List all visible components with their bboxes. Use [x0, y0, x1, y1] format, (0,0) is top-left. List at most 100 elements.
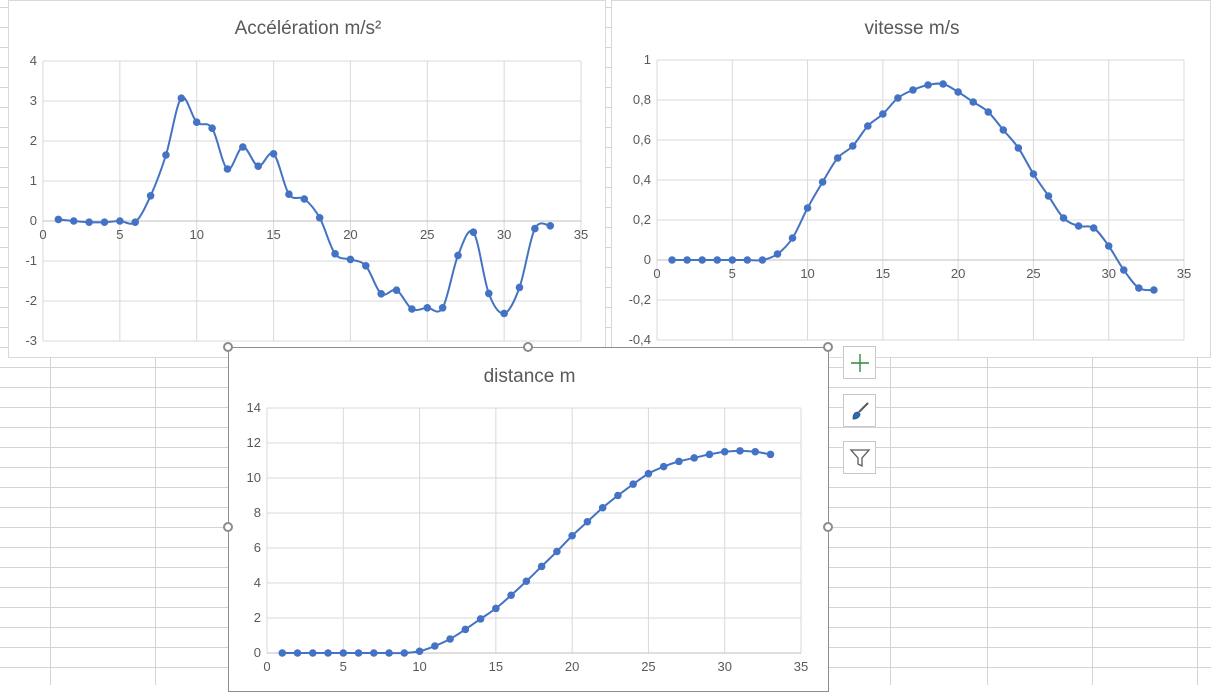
- data-point[interactable]: [1089, 224, 1098, 232]
- data-point[interactable]: [583, 517, 592, 526]
- resize-handle-top-left[interactable]: [223, 342, 233, 352]
- data-point[interactable]: [743, 256, 752, 264]
- data-point[interactable]: [476, 615, 485, 623]
- data-point[interactable]: [300, 195, 309, 203]
- data-point[interactable]: [1044, 192, 1053, 200]
- data-point[interactable]: [1150, 286, 1158, 294]
- data-point[interactable]: [1014, 144, 1023, 152]
- resize-handle-middle-right[interactable]: [823, 522, 833, 532]
- data-point[interactable]: [370, 649, 378, 657]
- vitesse-chart[interactable]: vitesse m/s -0,4 -0,2 0 0,2 0,4 0,6 0,8 1 0 5 10 15 2…: [611, 0, 1211, 358]
- data-point[interactable]: [864, 122, 872, 130]
- data-point[interactable]: [339, 649, 348, 657]
- data-point[interactable]: [223, 165, 232, 173]
- data-point[interactable]: [598, 503, 607, 512]
- data-point[interactable]: [492, 604, 500, 613]
- data-point[interactable]: [531, 224, 539, 233]
- data-point[interactable]: [454, 251, 462, 260]
- chart-title[interactable]: distance m: [484, 366, 576, 387]
- data-point[interactable]: [1119, 266, 1128, 274]
- distance-chart[interactable]: distance m 0 2 4 6 8 10 12 14 0 5 10 15 20 25 30 35: [228, 347, 829, 692]
- data-point[interactable]: [308, 649, 317, 657]
- data-point[interactable]: [285, 190, 293, 198]
- resize-handle-top-right[interactable]: [823, 342, 833, 352]
- data-point[interactable]: [116, 217, 124, 225]
- data-point[interactable]: [131, 218, 140, 226]
- data-point[interactable]: [507, 591, 515, 600]
- data-point[interactable]: [668, 256, 676, 264]
- data-point[interactable]: [713, 256, 722, 264]
- data-point[interactable]: [254, 162, 262, 170]
- series-line[interactable]: [58, 96, 551, 315]
- data-point[interactable]: [85, 218, 93, 226]
- data-point[interactable]: [1135, 284, 1143, 292]
- data-point[interactable]: [614, 491, 622, 500]
- data-point[interactable]: [999, 126, 1008, 134]
- data-point[interactable]: [515, 283, 524, 292]
- data-point[interactable]: [392, 286, 401, 295]
- data-point[interactable]: [293, 649, 302, 657]
- data-point[interactable]: [346, 255, 355, 264]
- data-point[interactable]: [362, 262, 370, 270]
- data-point[interactable]: [239, 143, 247, 151]
- data-point[interactable]: [939, 80, 947, 88]
- data-point[interactable]: [984, 108, 993, 116]
- data-point[interactable]: [675, 457, 683, 466]
- data-point[interactable]: [720, 447, 729, 456]
- resize-handle-middle-left[interactable]: [223, 522, 233, 532]
- chart-title[interactable]: Accélération m/s²: [235, 18, 382, 39]
- data-point[interactable]: [469, 228, 478, 236]
- data-point[interactable]: [54, 215, 63, 224]
- data-point[interactable]: [644, 469, 653, 478]
- data-point[interactable]: [177, 94, 186, 102]
- data-point[interactable]: [924, 81, 932, 89]
- data-point[interactable]: [659, 462, 668, 471]
- data-point[interactable]: [146, 192, 155, 200]
- data-point[interactable]: [1074, 222, 1083, 230]
- data-point[interactable]: [553, 547, 561, 556]
- data-point[interactable]: [969, 98, 977, 106]
- data-point[interactable]: [818, 178, 827, 186]
- data-point[interactable]: [1104, 242, 1113, 250]
- data-point[interactable]: [537, 562, 546, 571]
- data-point[interactable]: [766, 450, 775, 459]
- acceleration-chart[interactable]: Accélération m/s² -3 -2 -1 0 1 2 3 4 0 5 10 15 20 25 30…: [8, 0, 606, 358]
- data-point[interactable]: [69, 217, 78, 225]
- data-point[interactable]: [1029, 170, 1038, 178]
- data-point[interactable]: [192, 118, 201, 126]
- data-point[interactable]: [690, 454, 698, 462]
- data-point[interactable]: [788, 234, 797, 242]
- data-point[interactable]: [629, 480, 637, 488]
- data-point[interactable]: [208, 124, 216, 132]
- data-point[interactable]: [909, 86, 917, 94]
- data-point[interactable]: [446, 635, 454, 643]
- data-point[interactable]: [879, 110, 887, 118]
- data-point[interactable]: [377, 290, 385, 298]
- data-point[interactable]: [100, 218, 109, 226]
- data-point[interactable]: [833, 154, 842, 162]
- data-point[interactable]: [331, 250, 339, 258]
- data-point[interactable]: [758, 256, 767, 264]
- data-point[interactable]: [568, 531, 576, 540]
- data-point[interactable]: [803, 204, 812, 212]
- data-point[interactable]: [484, 289, 493, 298]
- chart-title[interactable]: vitesse m/s: [864, 18, 959, 39]
- data-point[interactable]: [894, 94, 902, 102]
- data-point[interactable]: [954, 88, 962, 96]
- data-point[interactable]: [461, 625, 470, 634]
- data-point[interactable]: [400, 649, 409, 657]
- data-point[interactable]: [736, 447, 744, 455]
- data-point[interactable]: [848, 142, 857, 150]
- data-point[interactable]: [683, 256, 691, 264]
- data-point[interactable]: [698, 256, 706, 264]
- data-point[interactable]: [438, 304, 447, 312]
- data-point[interactable]: [423, 304, 432, 312]
- data-point[interactable]: [415, 647, 424, 656]
- data-point[interactable]: [751, 447, 760, 456]
- chart-filters-button[interactable]: [843, 441, 876, 474]
- data-point[interactable]: [354, 649, 363, 657]
- data-point[interactable]: [728, 256, 737, 264]
- data-point[interactable]: [408, 305, 416, 313]
- data-point[interactable]: [773, 250, 782, 258]
- data-point[interactable]: [705, 450, 714, 459]
